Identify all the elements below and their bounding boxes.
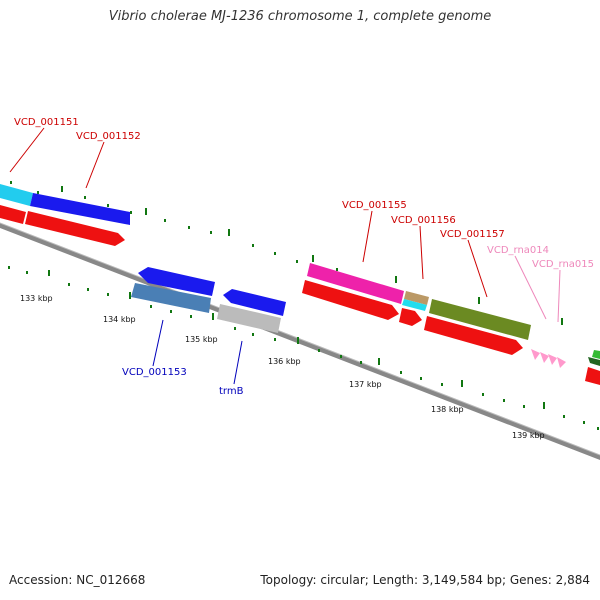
rna-feature-vcd-rna015b — [548, 354, 557, 365]
gene-label-vcd001157[interactable]: VCD_001157 — [440, 229, 505, 240]
label-leader-lines — [9, 127, 561, 385]
gene-feature-vcd001155 — [307, 263, 404, 304]
gene-feature-vcd001157 — [429, 299, 531, 340]
cds-arrow-1156 — [399, 308, 422, 326]
gene-label-vcd001156[interactable]: VCD_001156 — [391, 215, 456, 226]
scale-label-134: 134 kbp — [103, 315, 136, 324]
rna-feature-vcd001156 — [402, 299, 427, 311]
rna-feature-vcd-rna014 — [531, 349, 540, 360]
gene-label-vcd-rna014[interactable]: VCD_rna014 — [487, 245, 549, 256]
inner-scale-ticks — [8, 266, 599, 430]
gene-features[interactable] — [0, 184, 600, 385]
scale-label-135: 135 kbp — [185, 335, 218, 344]
gene-label-vcd-rna015[interactable]: VCD_rna015 — [532, 259, 594, 270]
gene-feature-vcd001151 — [0, 184, 33, 206]
gene-label-trmb[interactable]: trmB — [219, 386, 244, 397]
cds-arrow-edge — [585, 367, 600, 385]
topology-label: Topology: circular; Length: 3,149,584 bp… — [260, 573, 590, 587]
outer-scale-ticks — [10, 181, 563, 325]
gene-feature-trmb — [223, 289, 286, 316]
map-title: Vibrio cholerae MJ-1236 chromosome 1, co… — [108, 9, 492, 24]
scale-label-138: 138 kbp — [431, 405, 464, 414]
scale-label-137: 137 kbp — [349, 380, 382, 389]
gene-feature-edge-dark — [588, 357, 600, 366]
gene-feature-vcd001153 — [138, 267, 215, 296]
gene-label-vcd001151[interactable]: VCD_001151 — [14, 117, 79, 128]
gene-labels: VCD_001151 VCD_001152 VCD_001155 VCD_001… — [14, 117, 594, 397]
scale-label-136: 136 kbp — [268, 357, 301, 366]
cds-arrow-1152 — [25, 211, 125, 246]
gene-feature-vcd001156 — [404, 291, 429, 305]
cds-arrow-1151 — [0, 205, 26, 224]
cds-arrow-1155 — [302, 280, 399, 320]
rna-feature-vcd-rna015c — [557, 357, 566, 368]
accession-label: Accession: NC_012668 — [9, 573, 146, 587]
gene-label-vcd001152[interactable]: VCD_001152 — [76, 131, 141, 142]
gene-feature-edge-green — [592, 350, 600, 359]
scale-label-133: 133 kbp — [20, 294, 53, 303]
cds-arrow-1157 — [424, 316, 523, 355]
gene-label-vcd001155[interactable]: VCD_001155 — [342, 200, 407, 211]
rna-feature-vcd-rna015a — [540, 352, 549, 363]
cds-feature-vcd001153 — [131, 283, 211, 313]
gene-feature-vcd001152 — [30, 193, 130, 225]
cds-feature-trmb — [217, 304, 281, 333]
gene-label-vcd001153[interactable]: VCD_001153 — [122, 367, 187, 378]
scale-labels: 133 kbp 134 kbp 135 kbp 136 kbp 137 kbp … — [20, 294, 545, 440]
scale-label-139: 139 kbp — [512, 431, 545, 440]
